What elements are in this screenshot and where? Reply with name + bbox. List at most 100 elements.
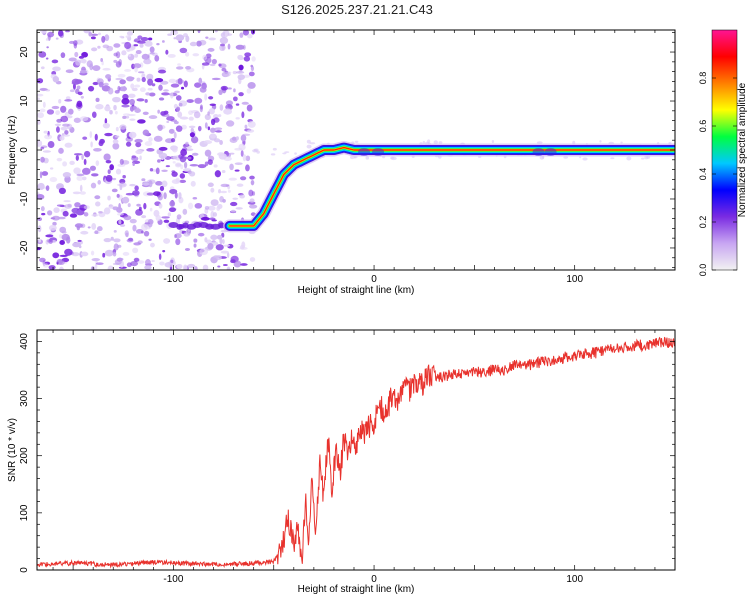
noise-speckle	[244, 52, 252, 57]
noise-speckle	[57, 216, 66, 220]
noise-speckle	[55, 110, 60, 116]
noise-speckle	[227, 189, 231, 193]
noise-speckle	[142, 111, 149, 116]
noise-speckle	[116, 212, 124, 216]
noise-speckle	[52, 66, 61, 72]
noise-speckle	[117, 73, 126, 78]
noise-speckle	[223, 244, 231, 247]
noise-speckle	[52, 252, 60, 259]
noise-speckle	[97, 45, 101, 49]
noise-speckle	[53, 207, 60, 214]
noise-speckle	[40, 146, 45, 150]
noise-speckle	[40, 206, 45, 212]
noise-speckle	[183, 161, 188, 169]
noise-speckle	[136, 77, 141, 82]
noise-speckle	[178, 192, 182, 200]
noise-speckle	[151, 259, 155, 263]
noise-speckle	[103, 238, 112, 243]
x-tick-label: -100	[163, 574, 183, 585]
noise-speckle	[620, 141, 623, 144]
noise-speckle	[217, 265, 221, 268]
noise-speckle	[57, 30, 64, 37]
noise-speckle	[128, 53, 131, 57]
noise-speckle	[270, 153, 276, 156]
noise-speckle	[205, 53, 212, 59]
noise-speckle	[61, 231, 67, 234]
noise-speckle	[220, 43, 226, 47]
noise-speckle	[39, 108, 46, 113]
noise-speckle	[87, 226, 91, 229]
noise-speckle	[219, 37, 229, 45]
noise-speckle	[79, 191, 86, 195]
noise-speckle	[160, 111, 167, 116]
noise-speckle	[132, 190, 140, 196]
noise-speckle	[249, 175, 255, 180]
noise-speckle	[219, 104, 224, 111]
noise-speckle	[49, 167, 54, 170]
y-tick-label: 10	[19, 95, 30, 107]
noise-speckle	[111, 177, 117, 181]
noise-speckle	[161, 169, 168, 173]
noise-speckle	[166, 120, 170, 124]
noise-speckle	[167, 212, 172, 217]
noise-speckle	[137, 260, 145, 264]
noise-speckle	[112, 251, 117, 257]
noise-speckle	[177, 77, 183, 85]
noise-speckle	[224, 31, 228, 38]
noise-speckle	[58, 147, 64, 154]
noise-speckle	[158, 84, 163, 91]
noise-speckle	[230, 201, 238, 207]
noise-speckle	[172, 155, 179, 160]
noise-speckle	[129, 118, 136, 121]
noise-speckle	[186, 99, 194, 103]
noise-speckle	[141, 215, 147, 219]
colorbar-tick-label: 0.6	[698, 120, 708, 133]
noise-speckle	[203, 140, 213, 145]
noise-speckle	[189, 132, 195, 138]
noise-speckle	[215, 244, 224, 251]
noise-speckle	[187, 263, 196, 269]
noise-speckle	[247, 120, 256, 128]
ridge-blob	[372, 148, 385, 156]
noise-speckle	[158, 146, 168, 151]
noise-speckle	[146, 73, 154, 81]
noise-speckle	[138, 206, 142, 211]
noise-speckle	[37, 78, 44, 84]
noise-speckle	[354, 140, 359, 144]
noise-speckle	[83, 150, 91, 158]
noise-speckle	[146, 192, 155, 196]
noise-speckle	[232, 70, 237, 75]
ridge-blob	[358, 148, 371, 156]
noise-speckle	[73, 117, 81, 123]
noise-speckle	[156, 42, 160, 46]
noise-speckle	[48, 224, 57, 231]
noise-speckle	[240, 176, 247, 181]
noise-speckle	[247, 33, 253, 39]
noise-speckle	[92, 65, 101, 72]
noise-speckle	[229, 163, 234, 171]
colorbar-tick-label: 0.2	[698, 216, 708, 229]
noise-speckle	[97, 32, 101, 36]
noise-speckle	[174, 90, 180, 94]
snr-series-line	[37, 336, 675, 569]
noise-speckle	[96, 226, 103, 232]
noise-speckle	[130, 260, 139, 267]
noise-speckle	[67, 203, 72, 208]
noise-speckle	[241, 101, 249, 105]
spectrogram-x-ticks: -100 0 100	[52, 30, 676, 285]
noise-speckle	[54, 123, 62, 126]
noise-speckle	[215, 255, 222, 261]
noise-speckle	[180, 148, 188, 157]
noise-speckle	[125, 115, 130, 119]
noise-speckle	[37, 93, 44, 97]
noise-speckle	[209, 133, 216, 139]
noise-speckle	[43, 130, 48, 134]
noise-speckle	[94, 263, 98, 270]
noise-speckle	[225, 100, 234, 106]
noise-speckle	[134, 84, 141, 88]
noise-speckle	[51, 215, 61, 221]
noise-speckle	[148, 180, 153, 188]
noise-speckle	[102, 44, 110, 49]
noise-speckle	[62, 123, 70, 127]
noise-speckle	[157, 109, 160, 114]
